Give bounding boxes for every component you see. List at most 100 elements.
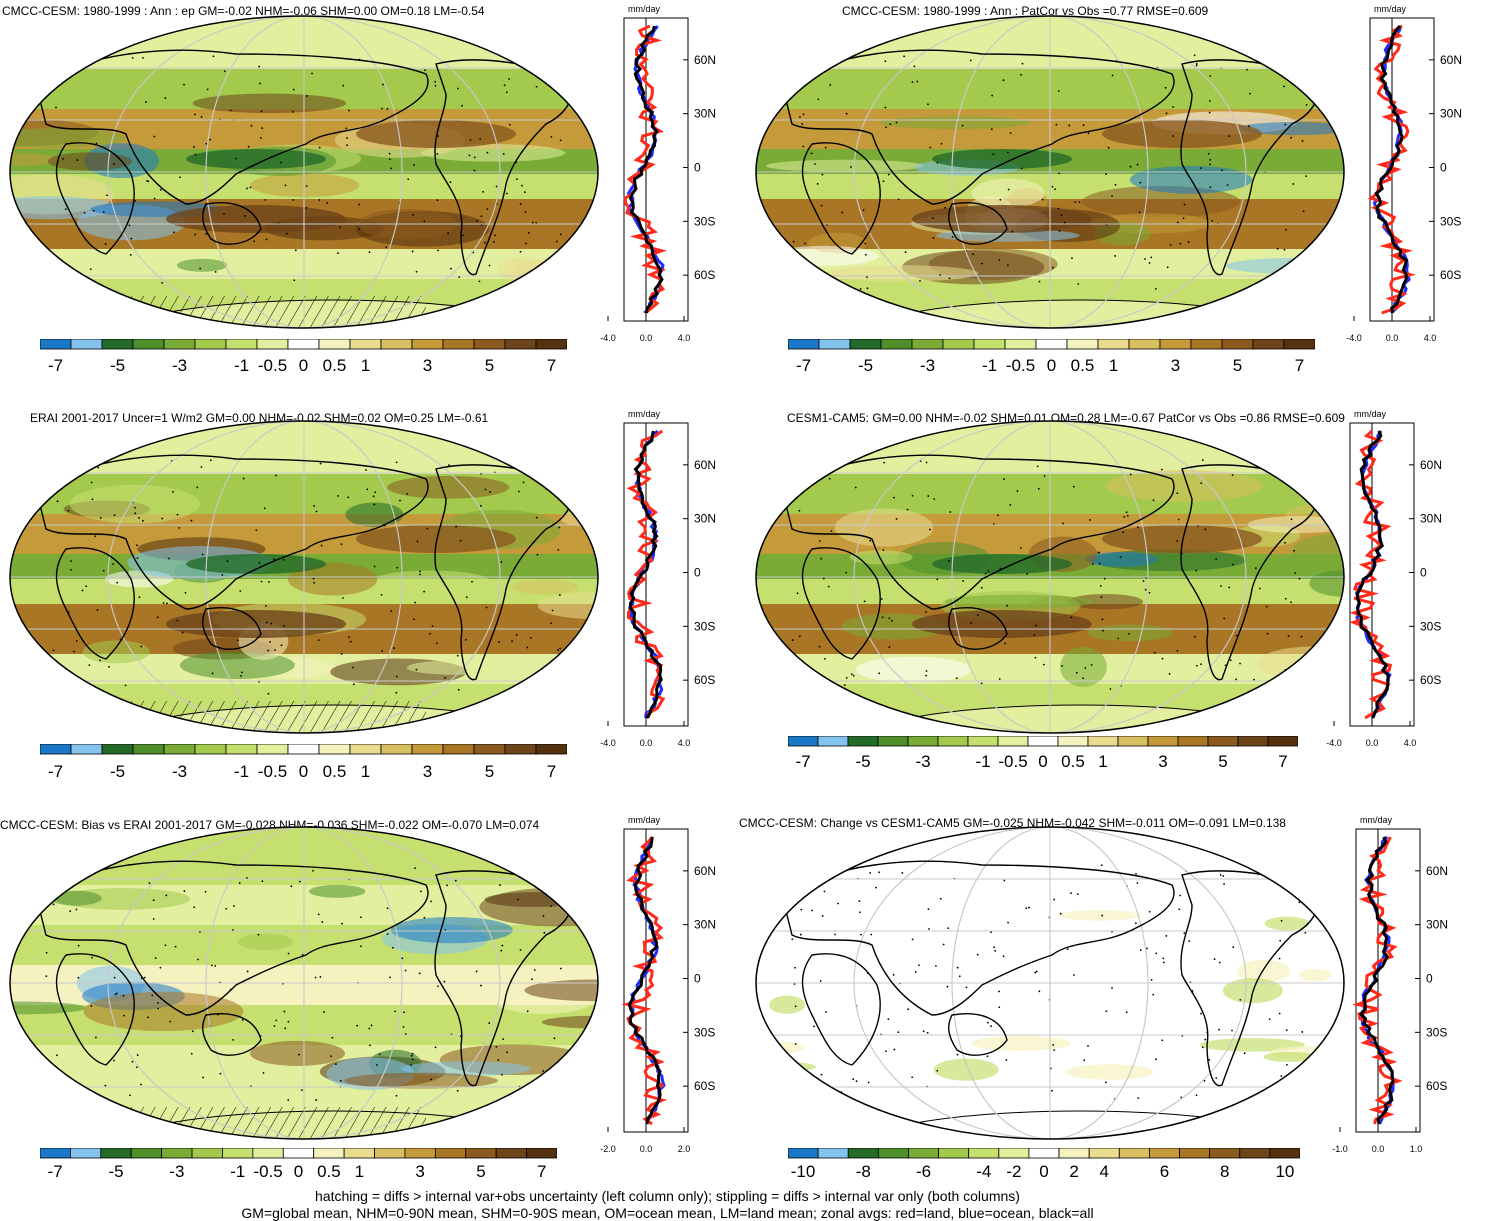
colorbar-label: 10 — [1275, 1162, 1295, 1181]
colorbar-label: -0.5 — [253, 1162, 283, 1181]
lat-label: 30N — [694, 918, 716, 932]
colorbar-swatch — [101, 744, 134, 755]
colorbar-label: 1 — [354, 1162, 365, 1181]
x-tick-label: 0.0 — [1372, 1144, 1385, 1154]
colorbar-swatch — [1179, 1148, 1211, 1159]
colorbar-swatch — [442, 339, 475, 350]
colorbar-swatch — [70, 1148, 102, 1159]
colorbar-swatch — [282, 1148, 315, 1159]
colorbar-label: 8 — [1219, 1162, 1230, 1181]
panel-4-zonal-plot: mm/day 60N 30N 0 30S 60S -4.0 0.0 4.0 — [1326, 409, 1442, 748]
colorbar-label: -7 — [795, 752, 811, 771]
lat-label: 30S — [1440, 214, 1461, 228]
colorbar-swatch — [411, 339, 444, 350]
colorbar-swatch — [849, 339, 882, 350]
colorbar-swatch — [1088, 1148, 1120, 1159]
colorbar-swatch — [495, 1148, 527, 1159]
colorbar-swatch — [1028, 1148, 1060, 1159]
footer-line-1: hatching = diffs > internal var+obs unce… — [315, 1188, 1020, 1204]
lat-label: 30N — [1420, 512, 1442, 526]
colorbar-swatch — [504, 339, 537, 350]
colorbar-label: 5 — [484, 356, 495, 375]
colorbar-swatch — [1269, 1148, 1300, 1159]
panel-2-zonal-plot: mm/day 60N 30N 0 30S 60S -4.0 0.0 4.0 — [1346, 4, 1462, 343]
colorbar-label: 4 — [1099, 1162, 1109, 1181]
colorbar-swatch — [1237, 736, 1269, 747]
colorbar-label: -10 — [790, 1162, 816, 1181]
x-tick-label: -4.0 — [600, 738, 616, 748]
colorbar-swatch — [101, 339, 134, 350]
colorbar-swatch — [1097, 339, 1130, 350]
colorbar-swatch — [411, 744, 444, 755]
colorbar-swatch — [1190, 339, 1223, 350]
colorbar-label: -5 — [109, 762, 126, 781]
colorbar-swatch — [100, 1148, 132, 1159]
colorbar-label: -3 — [919, 356, 936, 375]
colorbar-swatch — [349, 339, 382, 350]
colorbar-label: 7 — [546, 762, 557, 781]
colorbar-swatch — [442, 744, 475, 755]
colorbar-swatch — [847, 736, 879, 747]
colorbar-swatch — [907, 736, 939, 747]
panel-2-title: CMCC-CESM: 1980-1999 : Ann : PatCor vs O… — [842, 4, 1209, 18]
colorbar-swatch — [911, 339, 944, 350]
colorbar-swatch — [194, 744, 227, 755]
colorbar-swatch — [222, 1148, 254, 1159]
x-tick-label: 1.0 — [1410, 1144, 1423, 1154]
colorbar-swatch — [40, 339, 72, 350]
colorbar-swatch — [1177, 736, 1209, 747]
colorbar-label: 0.5 — [322, 356, 347, 375]
colorbar-swatch — [788, 736, 819, 747]
x-tick-label: 2.0 — [678, 1144, 691, 1154]
colorbar-swatch — [1239, 1148, 1271, 1159]
colorbar-swatch — [1267, 736, 1298, 747]
colorbar-swatch — [225, 339, 258, 350]
colorbar-swatch — [434, 1148, 467, 1159]
lat-label: 30N — [694, 512, 716, 526]
panel-3-map — [9, 420, 599, 734]
units-label: mm/day — [628, 815, 661, 825]
colorbar-label: -3 — [169, 1162, 185, 1181]
colorbar-label: 3 — [422, 356, 433, 375]
colorbar-swatch — [130, 1148, 163, 1159]
colorbar-swatch — [1118, 1148, 1150, 1159]
x-tick-label: 0.0 — [640, 738, 653, 748]
colorbar-label: -5 — [109, 356, 126, 375]
colorbar-swatch — [380, 744, 413, 755]
footer-line-2: GM=global mean, NHM=0-90N mean, SHM=0-90… — [241, 1205, 1094, 1221]
colorbar-swatch — [252, 1148, 284, 1159]
colorbar-label: -7 — [47, 356, 64, 375]
colorbar-label: 0 — [293, 1162, 304, 1181]
lat-label: 30S — [694, 619, 715, 633]
colorbar-swatch — [318, 744, 351, 755]
colorbar-swatch — [40, 744, 72, 755]
colorbar-swatch — [256, 744, 289, 755]
colorbar-swatch — [1221, 339, 1254, 350]
colorbar-swatch — [343, 1148, 375, 1159]
colorbar-swatch — [818, 339, 851, 350]
lat-label: 30S — [694, 214, 715, 228]
panel-5-zonal-plot: mm/day 60N 30N 0 30S 60S -2.0 0.0 2.0 — [600, 815, 716, 1154]
colorbar-label: -0.5 — [257, 356, 288, 375]
colorbar-swatch — [1087, 736, 1119, 747]
colorbar-swatch — [70, 339, 103, 350]
colorbar-swatch — [998, 1148, 1030, 1159]
colorbar-label: -4 — [976, 1162, 992, 1181]
panel-4-colorbar — [788, 736, 1298, 747]
colorbar-label: 3 — [422, 762, 433, 781]
lat-label: 60S — [694, 268, 715, 282]
lat-label: 60S — [1440, 268, 1461, 282]
units-label: mm/day — [1374, 4, 1407, 14]
x-tick-label: 0.0 — [1366, 738, 1379, 748]
colorbar-swatch — [1058, 1148, 1090, 1159]
panel-3-colorbar-labels: -7 -5 -3 -1 -0.5 0 0.5 1 3 5 7 — [40, 762, 567, 784]
x-tick-label: 0.0 — [1386, 333, 1399, 343]
colorbar-swatch — [535, 744, 567, 755]
colorbar-swatch — [1128, 339, 1161, 350]
lat-label: 60N — [694, 458, 716, 472]
panel-5-colorbar-labels: -7 -5 -3 -1 -0.5 0 0.5 1 3 5 7 — [40, 1162, 557, 1184]
panel-4-title: CESM1-CAM5: GM=0.00 NHM=-0.02 SHM=0.01 O… — [787, 411, 1345, 425]
colorbar-label: 3 — [415, 1162, 425, 1181]
colorbar-label: 1 — [1108, 356, 1119, 375]
